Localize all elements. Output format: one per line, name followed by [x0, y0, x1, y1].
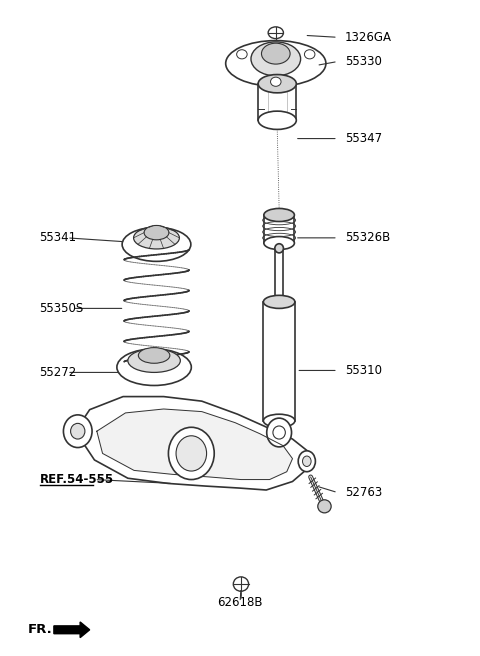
Ellipse shape [237, 50, 247, 59]
Ellipse shape [122, 228, 191, 261]
Ellipse shape [168, 427, 214, 480]
Text: 55341: 55341 [39, 232, 77, 244]
Text: REF.54-555: REF.54-555 [39, 473, 114, 486]
Ellipse shape [264, 237, 294, 250]
Ellipse shape [63, 415, 92, 447]
Ellipse shape [271, 77, 281, 87]
Text: 62618B: 62618B [217, 596, 263, 609]
Text: 55330: 55330 [345, 55, 382, 68]
Ellipse shape [128, 349, 180, 373]
Ellipse shape [268, 27, 283, 39]
Ellipse shape [273, 426, 285, 439]
Text: 55272: 55272 [39, 366, 77, 379]
Text: FR.: FR. [28, 623, 52, 636]
Text: 1326GA: 1326GA [345, 31, 392, 44]
Text: 55326B: 55326B [345, 232, 390, 244]
Text: 52763: 52763 [345, 486, 382, 499]
Ellipse shape [264, 414, 295, 427]
Ellipse shape [302, 456, 311, 466]
Ellipse shape [71, 423, 85, 439]
Ellipse shape [264, 209, 294, 222]
Ellipse shape [304, 50, 315, 59]
Ellipse shape [176, 436, 206, 471]
Ellipse shape [298, 451, 315, 472]
Ellipse shape [262, 43, 290, 64]
Polygon shape [75, 397, 311, 490]
Ellipse shape [267, 418, 291, 447]
Ellipse shape [251, 42, 300, 76]
Ellipse shape [226, 41, 326, 87]
Ellipse shape [318, 500, 331, 513]
Polygon shape [54, 622, 90, 638]
Ellipse shape [138, 348, 170, 363]
Ellipse shape [133, 227, 180, 249]
Ellipse shape [117, 349, 192, 386]
Text: 55347: 55347 [345, 132, 382, 145]
Polygon shape [97, 409, 292, 480]
Ellipse shape [233, 577, 249, 591]
Ellipse shape [275, 244, 283, 253]
Ellipse shape [144, 226, 169, 240]
Ellipse shape [264, 295, 295, 308]
Ellipse shape [258, 75, 296, 93]
Text: 55310: 55310 [345, 364, 382, 377]
Text: 55350S: 55350S [39, 302, 84, 315]
Ellipse shape [258, 111, 296, 129]
